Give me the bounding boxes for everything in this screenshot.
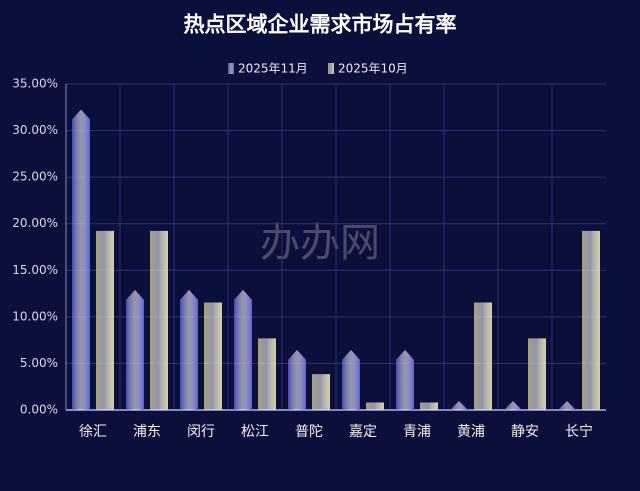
legend-label: 2025年11月 (238, 62, 308, 76)
y-tick-label: 25.00% (12, 170, 58, 184)
y-tick-label: 15.00% (12, 263, 58, 277)
watermark: 办办网 (260, 220, 380, 266)
bar (450, 400, 468, 410)
bar (420, 402, 438, 410)
bar (180, 289, 198, 410)
x-tick-label: 松江 (241, 424, 269, 440)
y-tick-label: 5.00% (20, 356, 58, 370)
x-tick-label: 静安 (511, 424, 539, 440)
bar (504, 400, 522, 410)
chart-title: 热点区域企业需求市场占有率 (184, 12, 457, 37)
x-tick-label: 闵行 (187, 424, 215, 440)
legend-label: 2025年10月 (338, 62, 408, 76)
bar (234, 289, 252, 410)
y-tick-label: 10.00% (12, 309, 58, 323)
y-tick-label: 30.00% (12, 123, 58, 137)
x-tick-label: 浦东 (133, 424, 161, 440)
bar (312, 374, 330, 410)
bar (396, 349, 414, 410)
bar (366, 402, 384, 410)
x-tick-label: 黄浦 (457, 423, 485, 440)
x-tick-label: 长宁 (565, 423, 593, 440)
bar (474, 302, 492, 410)
bar (528, 338, 546, 410)
bar (342, 349, 360, 410)
y-tick-label: 0.00% (20, 403, 58, 417)
x-tick-label: 徐汇 (79, 424, 107, 440)
x-tick-label: 青浦 (403, 424, 431, 440)
bar (126, 289, 144, 410)
legend-swatch (328, 63, 334, 74)
bar (288, 349, 306, 410)
x-tick-label: 嘉定 (349, 424, 377, 440)
bar (582, 230, 600, 410)
legend-swatch (228, 63, 234, 74)
bar (72, 109, 90, 410)
y-tick-label: 20.00% (12, 216, 58, 230)
bar (96, 230, 114, 410)
x-tick-label: 普陀 (295, 424, 323, 440)
bar (558, 400, 576, 410)
bar (258, 338, 276, 410)
bar (150, 230, 168, 410)
y-tick-label: 35.00% (12, 77, 58, 91)
bar (204, 302, 222, 410)
